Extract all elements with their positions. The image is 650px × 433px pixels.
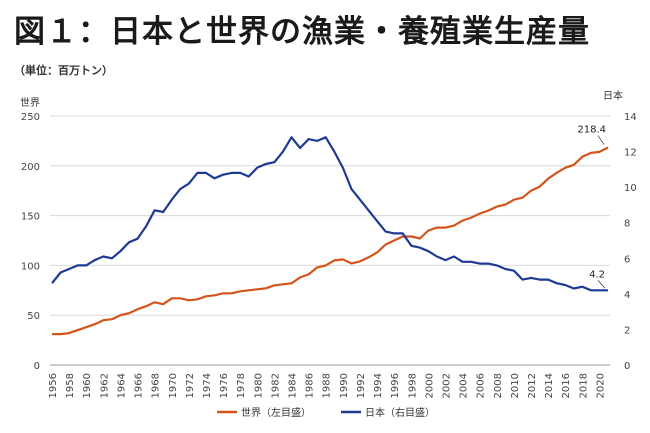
x-tick-label: 1992 xyxy=(356,373,367,398)
x-tick-label: 2002 xyxy=(441,373,452,398)
legend-label-0: 世界（左目盛） xyxy=(241,406,311,419)
x-tick-label: 1968 xyxy=(151,373,162,398)
x-tick-label: 1958 xyxy=(65,373,76,398)
x-tick-label: 1974 xyxy=(202,373,213,398)
annotation-leader xyxy=(598,280,605,288)
data-label: 4.2 xyxy=(589,269,605,280)
series-line-1 xyxy=(52,137,608,290)
legend-label-1: 日本（右目盛） xyxy=(365,406,435,419)
right-tick-label: 4 xyxy=(624,290,630,301)
left-tick-label: 100 xyxy=(21,261,40,272)
right-tick-label: 14 xyxy=(624,112,637,123)
x-tick-label: 2012 xyxy=(527,373,538,398)
x-tick-label: 2018 xyxy=(578,373,589,398)
data-label: 218.4 xyxy=(577,124,606,135)
x-tick-label: 2014 xyxy=(544,373,555,398)
x-tick-label: 1980 xyxy=(253,373,264,398)
left-tick-label: 0 xyxy=(34,361,40,372)
x-tick-label: 2004 xyxy=(459,373,470,398)
left-axis-label: 世界 xyxy=(20,97,40,109)
x-tick-label: 1966 xyxy=(134,373,145,398)
x-tick-label: 2008 xyxy=(493,373,504,398)
x-tick-label: 2010 xyxy=(510,373,521,398)
left-tick-label: 150 xyxy=(21,212,40,223)
left-tick-label: 200 xyxy=(21,162,40,173)
x-tick-label: 1986 xyxy=(305,373,316,398)
right-tick-label: 12 xyxy=(624,148,637,159)
right-tick-label: 2 xyxy=(624,325,630,336)
x-tick-label: 1962 xyxy=(99,373,110,398)
x-tick-label: 1998 xyxy=(407,373,418,398)
x-tick-label: 1960 xyxy=(82,373,93,398)
x-tick-label: 2016 xyxy=(561,373,572,398)
x-tick-label: 2020 xyxy=(595,373,606,398)
x-tick-label: 1964 xyxy=(116,373,127,398)
x-tick-label: 1970 xyxy=(168,373,179,398)
x-tick-label: 1988 xyxy=(322,373,333,398)
chart-figure: 図１：日本と世界の漁業・養殖業生産量 （単位：百万トン） 0 50 100 150 20… xyxy=(0,0,650,433)
annotation-leader xyxy=(598,135,604,144)
x-tick-label: 1994 xyxy=(373,373,384,398)
left-tick-label: 50 xyxy=(27,311,40,322)
x-tick-label: 2006 xyxy=(476,373,487,398)
line-chart: 0 50 100 150 200 250 0 2 4 6 8 10 12 14 世界 日本 1956 1958 19… xyxy=(0,0,650,433)
x-tick-label: 1996 xyxy=(390,373,401,398)
x-tick-label: 1984 xyxy=(288,373,299,398)
right-tick-label: 0 xyxy=(624,361,630,372)
x-tick-label: 1956 xyxy=(48,373,59,398)
right-tick-label: 6 xyxy=(624,254,630,265)
x-tick-label: 1972 xyxy=(185,373,196,398)
right-axis-label: 日本 xyxy=(603,89,623,102)
left-tick-label: 250 xyxy=(21,112,40,123)
x-tick-label: 1978 xyxy=(236,373,247,398)
x-tick-label: 2000 xyxy=(424,373,435,398)
x-tick-label: 1990 xyxy=(339,373,350,398)
x-tick-label: 1982 xyxy=(270,373,281,398)
x-tick-label: 1976 xyxy=(219,373,230,398)
series-line-0 xyxy=(52,148,608,335)
right-tick-label: 8 xyxy=(624,219,630,230)
right-tick-label: 10 xyxy=(624,183,637,194)
